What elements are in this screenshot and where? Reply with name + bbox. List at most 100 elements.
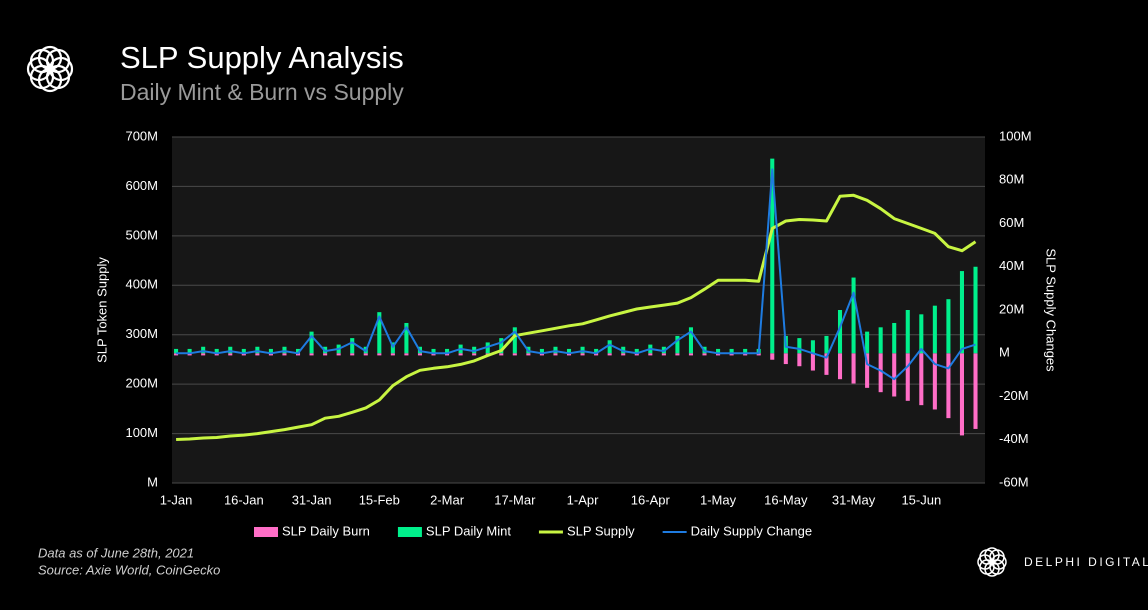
y2-tick-label: -20M — [999, 388, 1029, 403]
y2-tick-label: -60M — [999, 474, 1029, 489]
bar — [743, 348, 748, 354]
bar — [404, 353, 409, 356]
bar — [539, 348, 544, 354]
bar — [282, 346, 287, 354]
bar — [959, 271, 964, 354]
y-tick-label: 100M — [125, 425, 158, 440]
footnote: Data as of June 28th, 2021 — [38, 545, 194, 560]
y2-tick-label: 60M — [999, 215, 1024, 230]
line — [176, 193, 977, 441]
bar — [553, 346, 558, 354]
legend-label: Daily Supply Change — [691, 523, 812, 538]
y-tick-label: 400M — [125, 277, 158, 292]
bar — [323, 353, 328, 356]
bar — [472, 353, 477, 356]
plot-area — [172, 137, 985, 483]
bar — [282, 353, 287, 356]
bar — [499, 338, 504, 354]
bar — [810, 340, 815, 354]
x-tick-label: 31-Jan — [292, 492, 332, 507]
bar — [594, 353, 599, 356]
bar — [878, 353, 883, 393]
bar — [241, 353, 246, 356]
bar — [499, 353, 504, 356]
y2-tick-label: M — [999, 345, 1010, 360]
bar — [174, 348, 179, 354]
chart-subtitle: Daily Mint & Burn vs Supply — [120, 79, 404, 105]
x-tick-label: 16-Apr — [631, 492, 671, 507]
y2-tick-label: 40M — [999, 258, 1024, 273]
x-tick-label: 1-May — [700, 492, 737, 507]
x-tick-label: 1-Apr — [567, 492, 599, 507]
bar — [214, 353, 219, 356]
bar — [458, 353, 463, 356]
y-tick-label: 300M — [125, 326, 158, 341]
bar — [905, 310, 910, 354]
bar — [268, 348, 273, 354]
bar — [797, 338, 802, 354]
bar — [350, 338, 355, 354]
bar — [431, 353, 436, 356]
bar — [932, 353, 937, 410]
bar — [377, 312, 382, 354]
bar — [716, 348, 721, 354]
legend-label: SLP Daily Mint — [426, 523, 511, 538]
bar — [905, 353, 910, 401]
bar — [837, 310, 843, 354]
y-tick-label: M — [147, 474, 158, 489]
y-tick-label: 500M — [125, 227, 158, 242]
bar — [892, 322, 897, 354]
bar — [919, 314, 924, 354]
bar — [255, 353, 260, 356]
bar — [634, 353, 639, 356]
bar — [594, 348, 599, 354]
bar — [729, 353, 734, 356]
bar — [309, 331, 314, 354]
bar — [661, 353, 666, 356]
bar — [580, 353, 585, 356]
bar — [702, 353, 707, 356]
x-tick-label: 16-May — [764, 492, 808, 507]
bar — [865, 353, 870, 388]
bar — [770, 353, 775, 360]
bar — [553, 353, 558, 356]
bar — [607, 353, 612, 356]
x-tick-label: 1-Jan — [160, 492, 193, 507]
bar — [566, 353, 572, 356]
bar — [621, 353, 626, 356]
bar — [688, 353, 693, 356]
bar — [201, 353, 206, 356]
bar — [295, 348, 301, 354]
bar — [946, 353, 951, 419]
bar — [770, 158, 775, 354]
x-tick-label: 17-Mar — [494, 492, 536, 507]
bar — [675, 335, 680, 354]
bar — [539, 353, 544, 356]
bar — [431, 348, 436, 354]
bar — [824, 353, 829, 375]
y-axis-label: SLP Token Supply — [94, 257, 109, 363]
x-tick-label: 16-Jan — [224, 492, 264, 507]
bar — [783, 353, 788, 365]
x-tick-label: 31-May — [832, 492, 876, 507]
y2-tick-label: -40M — [999, 431, 1029, 446]
x-tick-label: 15-Feb — [359, 492, 400, 507]
bar — [404, 322, 409, 354]
y2-tick-label: 80M — [999, 172, 1024, 187]
y-tick-label: 600M — [125, 178, 158, 193]
x-tick-label: 2-Mar — [430, 492, 465, 507]
legend-label: SLP Supply — [567, 523, 635, 538]
bar — [512, 353, 517, 356]
bar — [837, 353, 843, 380]
bar — [566, 348, 572, 354]
bar — [174, 353, 179, 356]
bar — [865, 331, 870, 354]
bar — [472, 346, 477, 354]
bar — [851, 353, 856, 384]
bar — [417, 353, 422, 356]
y-tick-label: 200M — [125, 376, 158, 391]
bar — [445, 353, 450, 356]
bar — [390, 353, 395, 356]
bar — [973, 266, 978, 354]
y-tick-label: 700M — [125, 128, 158, 143]
